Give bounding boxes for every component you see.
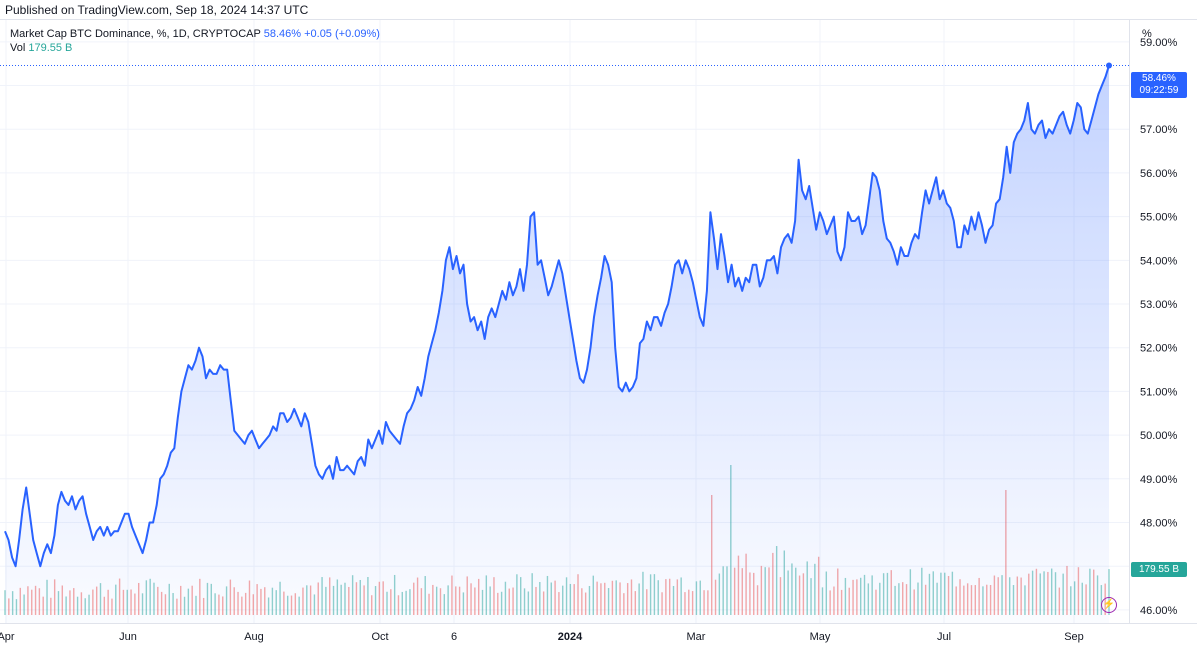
chart-marks (0, 62, 1129, 568)
x-tick-label: Jul (937, 631, 951, 643)
volume-label: Vol (10, 42, 26, 54)
symbol-label: Market Cap BTC Dominance, %, 1D, CRYPTOC… (10, 28, 261, 40)
price-line[interactable] (4, 65, 1110, 568)
x-tick-label: Sep (1064, 631, 1084, 643)
x-tick-label: Apr (0, 631, 15, 643)
x-tick-label: Mar (687, 631, 706, 643)
x-tick-label: 6 (451, 631, 457, 643)
time-axis[interactable]: Apr Jun Aug Oct 6 2024 Mar May Jul Sep (0, 623, 1197, 648)
y-tick-label: 54.00% (1140, 255, 1178, 267)
y-tick-label: 46.00% (1140, 605, 1178, 617)
y-tick-label: 48.00% (1140, 518, 1178, 530)
x-tick-label: 2024 (558, 631, 583, 643)
price-axis-labels: 59.00%58.00%57.00%56.00%55.00%54.00%53.0… (1140, 37, 1178, 617)
chart-legend: Market Cap BTC Dominance, %, 1D, CRYPTOC… (10, 27, 380, 55)
y-tick-label: 59.00% (1140, 37, 1178, 49)
last-value: 58.46% (263, 28, 302, 40)
y-tick-label: 57.00% (1140, 124, 1178, 136)
bar-countdown: 09:22:59 (1139, 85, 1179, 96)
last-point (1106, 62, 1112, 69)
change-value: +0.05 (+0.09%) (304, 28, 380, 40)
x-tick-label: May (810, 631, 831, 643)
volume-row[interactable]: Vol 179.55 B (10, 41, 380, 55)
y-tick-label: 49.00% (1140, 474, 1178, 486)
y-tick-label: 52.00% (1140, 343, 1178, 355)
symbol-row[interactable]: Market Cap BTC Dominance, %, 1D, CRYPTOC… (10, 27, 380, 41)
volume-tag: 179.55 B (1131, 562, 1187, 577)
last-price-tag: 58.46% 09:22:59 (1131, 72, 1187, 98)
y-tick-label: 50.00% (1140, 430, 1178, 442)
x-tick-label: Jun (119, 631, 137, 643)
chart-plot[interactable] (0, 20, 1129, 623)
time-axis-labels: Apr Jun Aug Oct 6 2024 Mar May Jul Sep (0, 631, 1084, 643)
y-tick-label: 56.00% (1140, 168, 1178, 180)
publish-bar: Published on TradingView.com, Sep 18, 20… (0, 0, 1197, 20)
y-tick-label: 53.00% (1140, 299, 1178, 311)
area-fill (5, 65, 1109, 623)
area-layer (5, 65, 1109, 623)
x-tick-label: Oct (371, 631, 388, 643)
volume-value: 179.55 B (28, 42, 73, 54)
y-tick-label: 55.00% (1140, 212, 1178, 224)
price-axis[interactable]: 59.00%58.00%57.00%56.00%55.00%54.00%53.0… (1129, 20, 1197, 623)
x-tick-label: Aug (244, 631, 264, 643)
axis-unit: % (1142, 28, 1152, 40)
y-tick-label: 51.00% (1140, 386, 1178, 398)
last-price-value: 58.46% (1142, 73, 1176, 84)
lightning-icon[interactable]: ⚡ (1101, 597, 1117, 613)
published-note: Published on TradingView.com, Sep 18, 20… (5, 3, 309, 17)
